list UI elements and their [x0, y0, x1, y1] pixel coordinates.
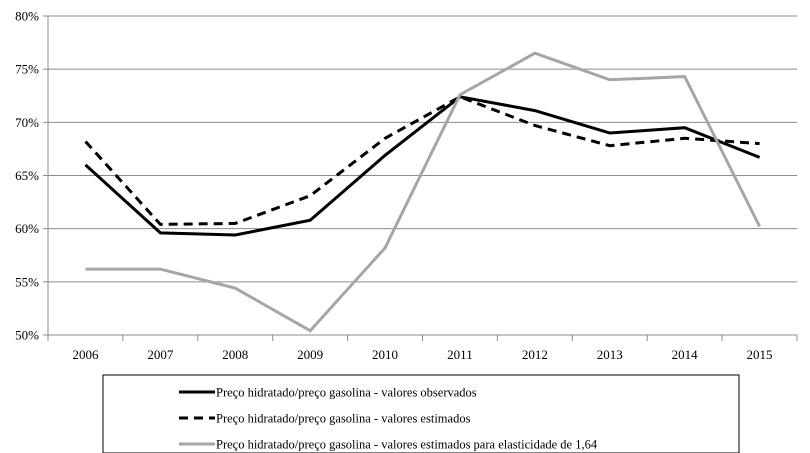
x-tick-label: 2009: [297, 347, 323, 362]
x-tick-label: 2013: [597, 347, 623, 362]
y-tick-label: 55%: [15, 274, 39, 289]
x-tick-label: 2014: [672, 347, 699, 362]
legend-label: Preço hidratado/preço gasolina - valores…: [216, 386, 477, 400]
y-tick-label: 50%: [15, 328, 39, 343]
legend-label: Preço hidratado/preço gasolina - valores…: [216, 438, 598, 452]
series-line-3: [86, 53, 760, 331]
y-tick-label: 60%: [15, 221, 39, 236]
y-tick-label: 70%: [15, 115, 39, 130]
x-tick-label: 2007: [147, 347, 174, 362]
series-line-1: [86, 97, 760, 235]
series-line-2: [86, 97, 760, 225]
series-lines: [86, 53, 760, 331]
x-tick-label: 2012: [522, 347, 548, 362]
y-tick-label: 65%: [15, 168, 39, 183]
tick-labels: 50% 55% 60% 65% 70% 75% 80% 2006 2007 2008 2009 201…: [15, 9, 772, 363]
legend-label: Preço hidratado/preço gasolina - valores…: [216, 412, 471, 426]
y-tick-label: 75%: [15, 62, 39, 77]
legend: Preço hidratado/preço gasolina - valores…: [103, 375, 739, 453]
x-tick-label: 2011: [447, 347, 473, 362]
x-tick-label: 2008: [222, 347, 248, 362]
x-tick-label: 2006: [72, 347, 99, 362]
y-tick-label: 80%: [15, 9, 39, 24]
x-tick-label: 2010: [372, 347, 398, 362]
grid-lines: [48, 16, 797, 335]
x-tick-label: 2015: [747, 347, 773, 362]
